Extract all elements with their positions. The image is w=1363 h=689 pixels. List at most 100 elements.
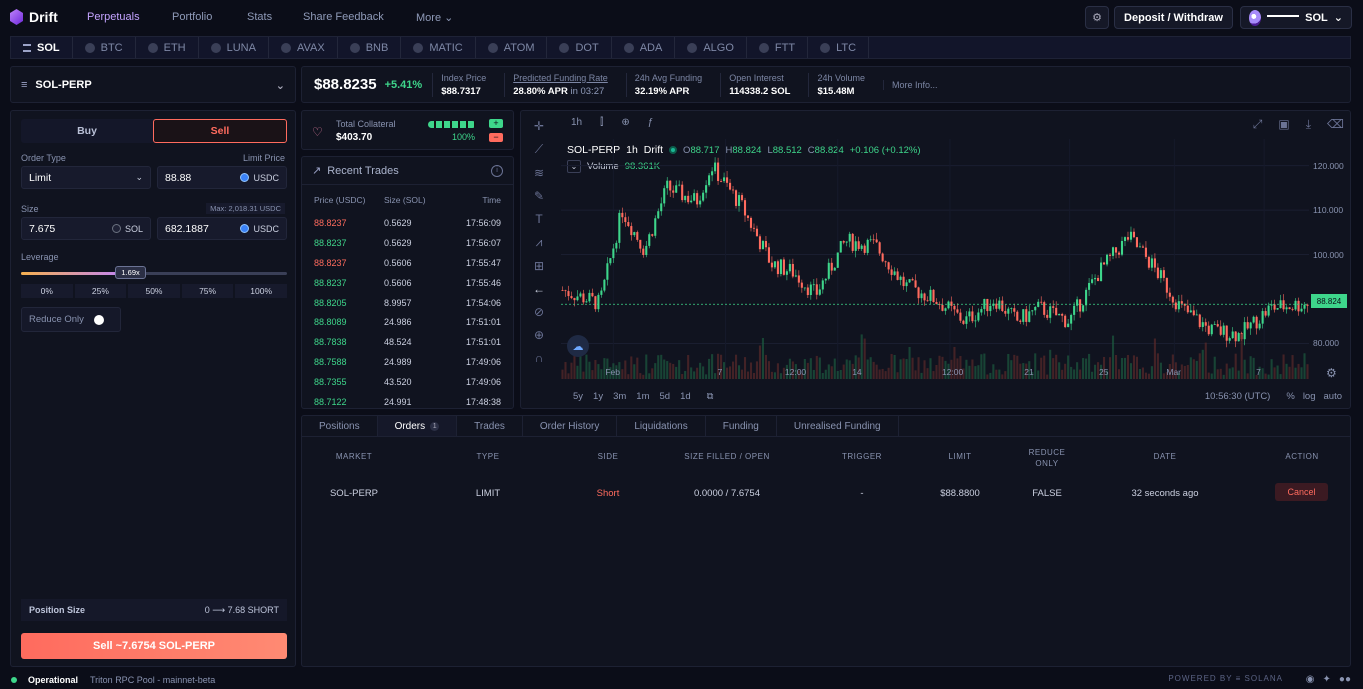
zoom-icon[interactable]: ⊕ [533, 328, 545, 342]
range-1d[interactable]: 1d [680, 391, 691, 402]
nav-perpetuals[interactable]: Perpetuals [87, 11, 140, 23]
save-icon[interactable]: ▣ [1278, 117, 1290, 131]
tab-unrealised-funding[interactable]: Unrealised Funding [777, 416, 899, 436]
chart-settings-icon[interactable]: ⚙ [1326, 366, 1337, 380]
market-tab-dot[interactable]: DOT [547, 37, 612, 58]
candle-body [1073, 305, 1076, 315]
market-tab-sol[interactable]: SOL [11, 37, 73, 58]
volume-bar [926, 368, 929, 379]
twitter-icon[interactable]: ✦ [1322, 674, 1331, 685]
limit-price-input[interactable]: 88.88 USDC [157, 166, 287, 189]
submit-sell-button[interactable]: Sell ~7.6754 SOL-PERP [21, 633, 287, 659]
fullscreen-icon[interactable]: ⤢ [1252, 117, 1263, 131]
interval-selector[interactable]: 1h [571, 117, 583, 128]
position-size-summary: Position Size 0 ⟶ 7.68 SHORT [21, 599, 287, 621]
leverage-preset-25[interactable]: 25% [74, 284, 127, 298]
cancel-order-button[interactable]: Cancel [1275, 483, 1328, 501]
market-tab-ada[interactable]: ADA [612, 37, 676, 58]
add-indicator-icon[interactable]: ⊕ [621, 117, 630, 128]
candle-body [1135, 237, 1139, 247]
arrow-left-icon[interactable]: ← [533, 282, 545, 296]
ruler-icon[interactable]: ⊘ [533, 305, 545, 319]
settings-button[interactable]: ⚙ [1085, 6, 1109, 29]
price-tick: 110.000 [1313, 205, 1344, 216]
leverage-preset-0[interactable]: 0% [21, 284, 73, 298]
order-type-select[interactable]: Limit ⌄ [21, 166, 151, 189]
candle-body [932, 289, 935, 303]
fib-icon[interactable]: ≋ [533, 166, 545, 180]
leverage-preset-100[interactable]: 100% [235, 284, 287, 298]
size-usdc-input[interactable]: 682.1887 USDC [157, 217, 287, 240]
measure-icon[interactable]: ⊞ [533, 259, 545, 273]
discord-icon[interactable]: ◉ [1305, 674, 1315, 685]
pattern-icon[interactable]: ⩘ [535, 235, 543, 249]
reduce-only-toggle[interactable]: Reduce Only [21, 307, 121, 332]
range-5d[interactable]: 5d [659, 391, 671, 402]
tradingview-logo[interactable]: ☁ [567, 335, 589, 357]
size-sol-input[interactable]: 7.675 SOL [21, 217, 151, 240]
trendline-icon[interactable]: ⟋ [534, 142, 544, 156]
deposit-withdraw-button[interactable]: Deposit / Withdraw [1114, 6, 1233, 29]
remove-collateral-button[interactable]: − [489, 133, 503, 142]
leverage-slider[interactable]: 1.69x [21, 266, 287, 279]
wallet-button[interactable]: SOL ⌄ [1240, 6, 1352, 29]
range-5y[interactable]: 5y [573, 391, 584, 402]
tab-funding[interactable]: Funding [706, 416, 777, 436]
goto-date-icon[interactable]: ⧉ [706, 391, 714, 402]
max-size-label[interactable]: Max: 2,018.31 USDC [206, 203, 285, 214]
funding-rate-stat[interactable]: Predicted Funding Rate 28.80% APR in 03:2… [504, 72, 616, 97]
candle-style-icon[interactable]: ⫿ [600, 117, 604, 128]
chevron-down-icon[interactable]: ⌄ [567, 160, 581, 173]
indicators-icon[interactable]: ƒ [647, 117, 654, 128]
buy-tab[interactable]: Buy [77, 125, 97, 137]
pair-selector[interactable]: ≡ SOL-PERP ⌄ [10, 66, 296, 103]
nav-more[interactable]: More ⌄ [416, 11, 453, 24]
range-3m[interactable]: 3m [613, 391, 627, 402]
magnet-icon[interactable]: ∩ [534, 351, 544, 365]
market-tab-atom[interactable]: ATOM [476, 37, 548, 58]
range-1m[interactable]: 1m [636, 391, 650, 402]
leverage-handle[interactable]: 1.69x [115, 266, 146, 279]
crosshair-icon[interactable]: ✛ [533, 119, 545, 133]
price-chart[interactable]: ✛ ⟋ ≋ ✎ T ⩘ ⊞ ← ⊘ ⊕ ∩ 1h ⫿ ⊕ ƒ ⤢ ▣ ⤓ ⌫ S… [520, 110, 1351, 409]
candle-body [893, 271, 896, 275]
candle-body [755, 228, 759, 237]
market-tab-matic[interactable]: MATIC [401, 37, 476, 58]
chart-clock[interactable]: 10:56:30 (UTC) [1204, 391, 1271, 402]
text-icon[interactable]: T [535, 212, 543, 226]
candlestick-chart[interactable] [561, 139, 1309, 379]
log-toggle[interactable]: log [1302, 391, 1316, 402]
tab-order-history[interactable]: Order History [523, 416, 618, 436]
market-tab-luna[interactable]: LUNA [199, 37, 269, 58]
market-tab-ltc[interactable]: LTC [808, 37, 870, 58]
tab-trades[interactable]: Trades [457, 416, 523, 436]
tab-orders[interactable]: Orders 1 [377, 416, 458, 436]
download-icon[interactable]: ⤓ [1305, 117, 1312, 131]
tab-positions[interactable]: Positions [302, 416, 378, 436]
drift-logo[interactable]: Drift [10, 9, 58, 25]
sol-icon [111, 224, 121, 233]
market-tab-algo[interactable]: ALGO [675, 37, 747, 58]
sell-tab[interactable]: Sell [153, 119, 287, 143]
percent-toggle[interactable]: % [1286, 391, 1295, 402]
market-tab-ftt[interactable]: FTT [747, 37, 809, 58]
market-tab-bnb[interactable]: BNB [338, 37, 402, 58]
leverage-preset-50[interactable]: 50% [128, 284, 180, 298]
leverage-preset-75[interactable]: 75% [181, 284, 234, 298]
nav-share-feedback[interactable]: Share Feedback [303, 11, 384, 23]
market-tab-avax[interactable]: AVAX [269, 37, 338, 58]
market-tab-btc[interactable]: BTC [73, 37, 136, 58]
range-1y[interactable]: 1y [593, 391, 604, 402]
add-collateral-button[interactable]: + [489, 119, 503, 128]
more-info-link[interactable]: More Info... [883, 79, 938, 90]
volume-bar [839, 370, 842, 379]
trash-icon[interactable]: ⌫ [1327, 117, 1344, 131]
market-tab-eth[interactable]: ETH [136, 37, 199, 58]
info-icon[interactable]: i [491, 164, 503, 177]
brush-icon[interactable]: ✎ [533, 189, 545, 203]
tab-liquidations[interactable]: Liquidations [617, 416, 706, 436]
nav-stats[interactable]: Stats [247, 11, 273, 23]
nav-portfolio[interactable]: Portfolio [172, 11, 213, 23]
auto-toggle[interactable]: auto [1323, 391, 1343, 402]
medium-icon[interactable]: ●● [1338, 674, 1351, 685]
